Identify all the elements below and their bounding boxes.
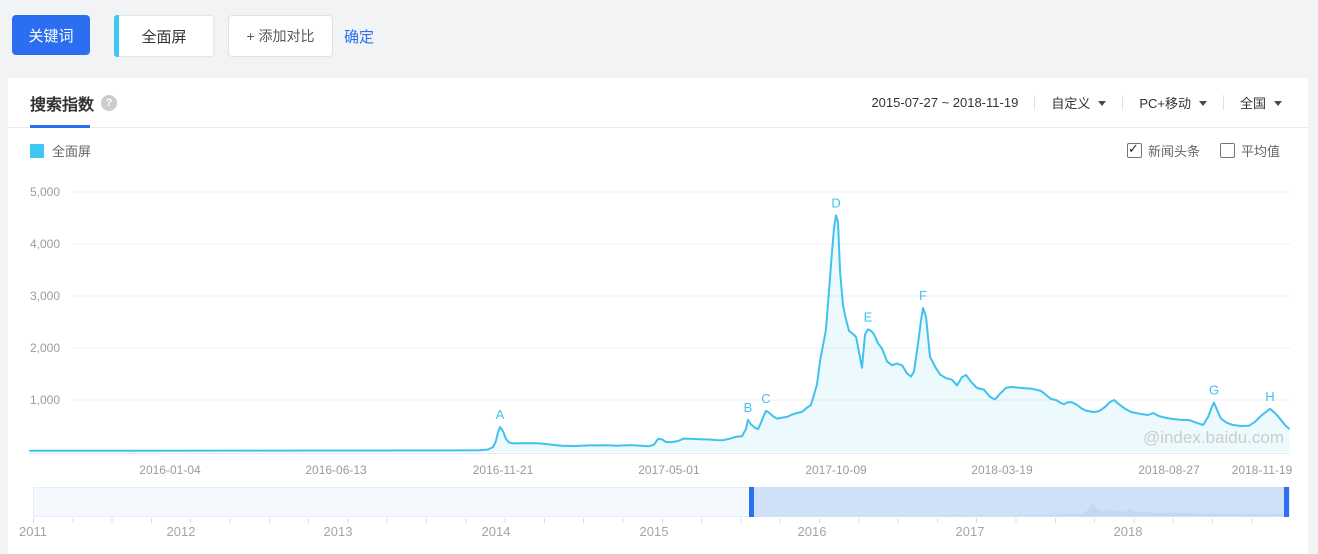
x-axis-label: 2017-05-01 xyxy=(638,463,700,477)
checkbox-box xyxy=(1219,143,1235,158)
y-axis-label: 1,000 xyxy=(30,393,60,407)
tab-search-index[interactable]: 搜索指数 ? xyxy=(30,78,118,127)
dropdown-region[interactable]: 全国 xyxy=(1240,93,1282,112)
y-axis-label: 4,000 xyxy=(30,237,60,251)
search-index-card: 搜索指数 ? 2015-07-27 ~ 2018-11-19 自定义 PC+移动… xyxy=(8,78,1308,554)
year-label-2016: 2016 xyxy=(797,524,827,539)
divider xyxy=(1222,95,1224,110)
dropdown-custom-range[interactable]: 自定义 xyxy=(1051,93,1107,112)
year-label-2012: 2012 xyxy=(166,524,196,539)
dropdown-label: 全国 xyxy=(1239,96,1266,111)
divider xyxy=(1122,95,1124,110)
timeline-year-labels: 2011 2012 2013 2014 2015 2016 2017 2018 xyxy=(19,524,1290,540)
point-label-C: C xyxy=(761,391,770,406)
x-axis-label: 2018-11-19 xyxy=(1232,463,1293,477)
keyword-box[interactable]: 全面屏 xyxy=(114,15,214,57)
y-axis-label: 2,000 xyxy=(30,341,60,355)
chevron-down-icon xyxy=(1098,101,1107,106)
year-label-2013: 2013 xyxy=(323,524,353,539)
checkbox-average[interactable]: 平均值 xyxy=(1219,141,1280,160)
date-range[interactable]: 2015-07-27 ~ 2018-11-19 xyxy=(871,95,1019,110)
dropdown-label: 自定义 xyxy=(1051,96,1091,111)
year-label-2018: 2018 xyxy=(1113,524,1143,539)
year-label-2015: 2015 xyxy=(639,524,669,539)
active-tab-underline xyxy=(30,125,90,128)
x-axis-label: 2016-06-13 xyxy=(305,463,367,477)
add-compare-button[interactable]: + 添加对比 xyxy=(228,15,333,57)
point-label-F: F xyxy=(919,288,927,303)
chart-line xyxy=(29,214,1290,452)
x-axis-label: 2016-01-04 xyxy=(139,463,201,477)
timeline-ticks xyxy=(33,518,1290,523)
confirm-link[interactable]: 确定 xyxy=(344,29,375,46)
y-axis-label: 5,000 xyxy=(30,185,60,199)
divider xyxy=(1034,95,1036,110)
x-axis-label: 2018-08-27 xyxy=(1138,463,1200,477)
dropdown-device[interactable]: PC+移动 xyxy=(1139,93,1207,112)
legend-swatch xyxy=(30,143,44,158)
point-label-G: G xyxy=(1209,383,1219,398)
header-controls: 2015-07-27 ~ 2018-11-19 自定义 PC+移动 全国 xyxy=(871,78,1282,127)
keyword-accent-bar xyxy=(114,15,119,57)
point-label-E: E xyxy=(864,309,873,324)
x-axis-label: 2018-03-19 xyxy=(971,463,1033,477)
year-label-2011: 2011 xyxy=(19,524,47,539)
point-label-D: D xyxy=(831,195,840,210)
chevron-down-icon xyxy=(1274,101,1282,106)
x-axis-label: 2017-10-09 xyxy=(805,463,867,477)
year-label-2014: 2014 xyxy=(481,524,511,539)
checkbox-label: 平均值 xyxy=(1240,144,1280,159)
keyword-value: 全面屏 xyxy=(141,28,187,46)
help-icon[interactable]: ? xyxy=(101,94,118,111)
checkbox-label: 新闻头条 xyxy=(1147,144,1200,159)
checkbox-news-headlines[interactable]: 新闻头条 xyxy=(1126,141,1200,160)
timeline-right-handle[interactable] xyxy=(1284,487,1289,517)
watermark: @index.baidu.com xyxy=(1143,428,1284,447)
dropdown-label: PC+移动 xyxy=(1139,96,1191,111)
mini-chart-shape xyxy=(754,503,1285,516)
timeline-selected-window[interactable] xyxy=(749,487,1289,517)
trend-chart: 1,000 2,000 3,000 4,000 5,000 A BC D E F G H 2016-01… xyxy=(29,185,1293,477)
point-label-A: A xyxy=(496,407,505,422)
year-label-2017: 2017 xyxy=(955,524,985,539)
checkbox-group: 新闻头条 平均值 xyxy=(1107,141,1280,160)
legend-row: 全面屏 新闻头条 平均值 xyxy=(8,127,1308,171)
panel-title: 搜索指数 xyxy=(30,96,95,114)
y-axis-label: 3,000 xyxy=(30,289,60,303)
panel-header: 搜索指数 ? 2015-07-27 ~ 2018-11-19 自定义 PC+移动… xyxy=(8,78,1308,128)
checkbox-box xyxy=(1126,141,1142,158)
chart-area xyxy=(30,215,1290,452)
point-label-B: B xyxy=(744,400,753,415)
legend-item-series[interactable]: 全面屏 xyxy=(30,141,91,160)
timeline-left-handle[interactable] xyxy=(749,487,754,517)
x-axis-label: 2016-11-21 xyxy=(473,463,534,477)
legend-label: 全面屏 xyxy=(52,144,92,159)
chevron-down-icon xyxy=(1198,101,1207,106)
point-label-H: H xyxy=(1265,389,1274,404)
timeline-mini-silhouette xyxy=(754,503,1285,516)
timeline-slider-track[interactable] xyxy=(33,487,1290,517)
keyword-button[interactable]: 关键词 xyxy=(12,15,90,55)
